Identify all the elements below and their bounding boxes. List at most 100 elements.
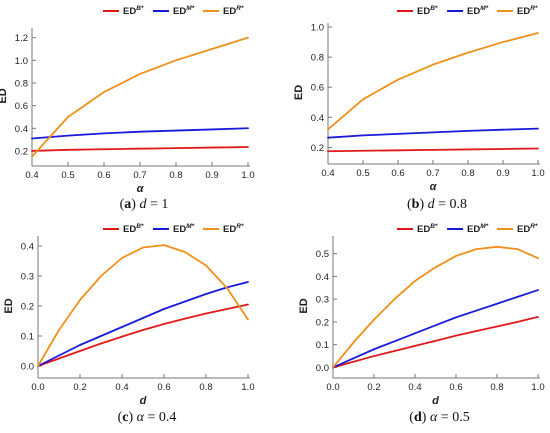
x-tick-label: 0.4 <box>115 382 128 393</box>
data-point <box>327 136 329 139</box>
data-point <box>142 329 144 331</box>
legend-label: EDR* <box>223 223 244 235</box>
y-tick-label: 0.1 <box>21 332 34 343</box>
series-line <box>31 36 249 158</box>
data-point <box>121 335 123 338</box>
data-point <box>79 350 81 352</box>
y-tick-label: 1.0 <box>15 56 28 67</box>
data-point <box>434 339 437 342</box>
y-tick-label: 0.2 <box>311 143 324 154</box>
data-point <box>67 148 69 151</box>
series-ED_M <box>327 127 539 139</box>
legend: EDB* EDM* EDR* <box>397 223 538 235</box>
data-point <box>496 245 498 248</box>
data-point <box>121 257 123 259</box>
data-point <box>100 342 102 345</box>
data-point <box>537 32 539 34</box>
y-tick-label: 0.8 <box>15 78 28 89</box>
y-tick-label: 0.0 <box>316 363 329 374</box>
series-line <box>327 32 539 131</box>
data-point <box>226 287 228 289</box>
data-point <box>58 354 60 357</box>
data-point <box>432 131 434 134</box>
data-point <box>414 344 416 347</box>
panel-caption: (b) d = 0.8 <box>407 197 467 212</box>
legend-label: EDR* <box>517 5 538 17</box>
data-point <box>455 255 457 257</box>
data-point <box>184 251 186 253</box>
data-point <box>362 134 364 137</box>
x-tick-label: 0.4 <box>321 168 334 179</box>
series-ED_B <box>31 146 249 152</box>
data-point <box>537 147 539 150</box>
data-point <box>502 128 504 131</box>
y-tick-label: 0.4 <box>311 113 324 124</box>
y-tick-label: 0.4 <box>21 242 34 253</box>
y-tick-label: 0.2 <box>21 302 34 313</box>
data-point <box>352 341 355 344</box>
legend: EDB* EDM* EDR* <box>397 5 538 17</box>
data-point <box>247 303 249 306</box>
data-point <box>516 248 519 251</box>
x-tick-label: 0.6 <box>157 382 170 393</box>
x-tick-label: 0.7 <box>426 168 439 179</box>
data-point <box>211 146 213 149</box>
x-tick-label: 0.9 <box>496 168 509 179</box>
x-axis-label: d <box>140 395 147 407</box>
data-point <box>226 308 228 310</box>
chart-panel-a: 0.2 0.4 0.6 0.8 1.0 1.2 0.4 0.5 0.6 0.7 0.8 0.9 1.0 α… <box>0 5 255 212</box>
series-ED_R <box>31 36 249 158</box>
data-point <box>247 318 249 321</box>
y-tick-label: 1.0 <box>311 23 324 34</box>
y-tick-label: 0.4 <box>15 124 28 135</box>
y-tick-label: 0.5 <box>316 249 329 260</box>
data-point <box>352 360 355 363</box>
series-line <box>37 281 249 367</box>
data-point <box>175 59 177 62</box>
data-point <box>175 129 177 132</box>
legend-label: EDB* <box>417 223 438 235</box>
data-point <box>103 148 105 151</box>
data-point <box>362 149 364 152</box>
data-point <box>332 366 334 369</box>
data-point <box>537 289 539 291</box>
x-tick-label: 0.9 <box>205 170 218 181</box>
data-point <box>393 298 396 301</box>
x-tick-label: 1.0 <box>241 382 254 393</box>
legend-label: EDM* <box>173 5 195 17</box>
y-axis-label: ED <box>3 298 15 313</box>
data-point <box>516 295 519 298</box>
series-ED_R <box>327 32 539 131</box>
legend-label: EDR* <box>517 223 538 235</box>
legend-label: EDB* <box>417 5 438 17</box>
data-point <box>373 318 375 321</box>
data-point <box>205 312 207 315</box>
x-tick-label: 1.0 <box>531 168 544 179</box>
data-point <box>502 41 504 43</box>
data-point <box>467 148 469 151</box>
x-tick-label: 0.6 <box>391 168 404 179</box>
data-point <box>397 78 399 81</box>
data-point <box>432 63 434 66</box>
data-point <box>175 147 177 150</box>
y-tick-label: 0.1 <box>316 340 329 351</box>
chart-panel-d: 0.0 0.1 0.2 0.3 0.4 0.5 0.0 0.2 0.4 0.6 0.8 1.0 d ED E… <box>298 223 545 425</box>
x-tick-label: 1.0 <box>241 170 254 181</box>
data-point <box>352 357 355 360</box>
x-tick-label: 0.5 <box>356 168 369 179</box>
legend-label: EDB* <box>123 223 144 235</box>
x-tick-label: 0.8 <box>199 382 212 393</box>
data-point <box>31 137 33 140</box>
data-point <box>31 155 33 158</box>
x-axis-label: α <box>430 181 438 193</box>
data-point <box>58 357 60 360</box>
x-tick-label: 0.5 <box>61 170 74 181</box>
data-point <box>184 317 186 320</box>
data-point <box>139 130 141 133</box>
data-point <box>434 324 437 327</box>
data-point <box>67 134 69 137</box>
data-point <box>163 308 165 310</box>
data-point <box>247 146 249 148</box>
data-point <box>397 149 399 152</box>
